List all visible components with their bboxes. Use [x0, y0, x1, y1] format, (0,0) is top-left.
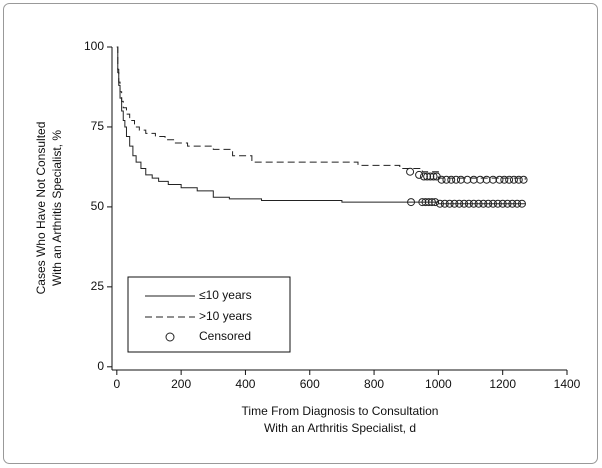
censored-marker: [498, 199, 507, 208]
censored-marker: [464, 199, 473, 208]
y-axis-label: Cases Who Have Not Consulted: [34, 122, 48, 295]
censored-marker: [424, 198, 433, 207]
x-tick-label: 400: [235, 377, 255, 391]
censored-marker: [503, 199, 512, 208]
frame: [3, 3, 598, 464]
censored-marker: [508, 199, 517, 208]
censored-marker: [514, 175, 523, 184]
censored-marker: [517, 199, 526, 208]
y-tick-label: 0: [97, 359, 104, 373]
censored-marker: [407, 198, 416, 207]
censored-marker: [419, 172, 428, 181]
censored-marker: [418, 198, 427, 207]
censored-marker: [423, 172, 432, 181]
censored-marker: [469, 175, 478, 184]
censored-marker: [415, 170, 424, 179]
x-tick-label: 0: [113, 377, 120, 391]
censored-marker: [456, 175, 465, 184]
y-axis-label: With an Arthritis Specialist, %: [50, 130, 64, 286]
censored-marker: [455, 199, 464, 208]
censored-marker: [406, 167, 415, 176]
censored-marker: [476, 175, 485, 184]
censored-marker: [437, 175, 446, 184]
x-axis-label: With an Arthritis Specialist, d: [264, 421, 416, 435]
censored-marker: [482, 175, 491, 184]
censored-marker: [495, 175, 504, 184]
x-tick-label: 800: [364, 377, 384, 391]
x-tick-label: 1200: [489, 377, 516, 391]
censored-marker: [519, 175, 528, 184]
censored-marker: [429, 172, 438, 181]
censored-marker: [463, 175, 472, 184]
censored-marker: [442, 175, 451, 184]
legend-label: Censored: [199, 329, 251, 343]
x-tick-label: 1000: [425, 377, 452, 391]
censored-marker: [489, 199, 498, 208]
censored-marker: [505, 175, 514, 184]
legend-label: >10 years: [199, 309, 252, 323]
censored-marker: [460, 199, 469, 208]
survival-line: [116, 46, 526, 180]
censored-marker: [445, 199, 454, 208]
y-tick-label: 75: [91, 119, 105, 133]
censored-marker: [450, 199, 459, 208]
censored-marker: [452, 175, 461, 184]
y-tick-label: 25: [91, 279, 105, 293]
censored-marker: [421, 198, 430, 207]
y-tick-label: 50: [91, 199, 105, 213]
censored-marker: [426, 172, 435, 181]
censored-marker: [447, 175, 456, 184]
x-axis-label: Time From Diagnosis to Consultation: [242, 404, 439, 418]
censored-marker: [427, 198, 436, 207]
censored-marker: [513, 199, 522, 208]
x-tick-label: 1400: [554, 377, 581, 391]
x-tick-label: 200: [171, 377, 191, 391]
censored-marker: [500, 175, 509, 184]
censored-marker: [431, 198, 440, 207]
x-tick-label: 600: [300, 377, 320, 391]
censored-marker: [479, 199, 488, 208]
censored-marker: [484, 199, 493, 208]
survival-line: [116, 46, 526, 205]
censored-marker: [469, 199, 478, 208]
censored-marker: [489, 175, 498, 184]
censored-marker: [435, 199, 444, 208]
censored-marker: [440, 199, 449, 208]
legend-marker: [165, 332, 175, 342]
y-tick-label: 100: [84, 39, 104, 53]
legend-label: ≤10 years: [199, 288, 252, 302]
censored-marker: [509, 175, 518, 184]
legend-box: [127, 276, 291, 353]
censored-marker: [474, 199, 483, 208]
censored-marker: [493, 199, 502, 208]
